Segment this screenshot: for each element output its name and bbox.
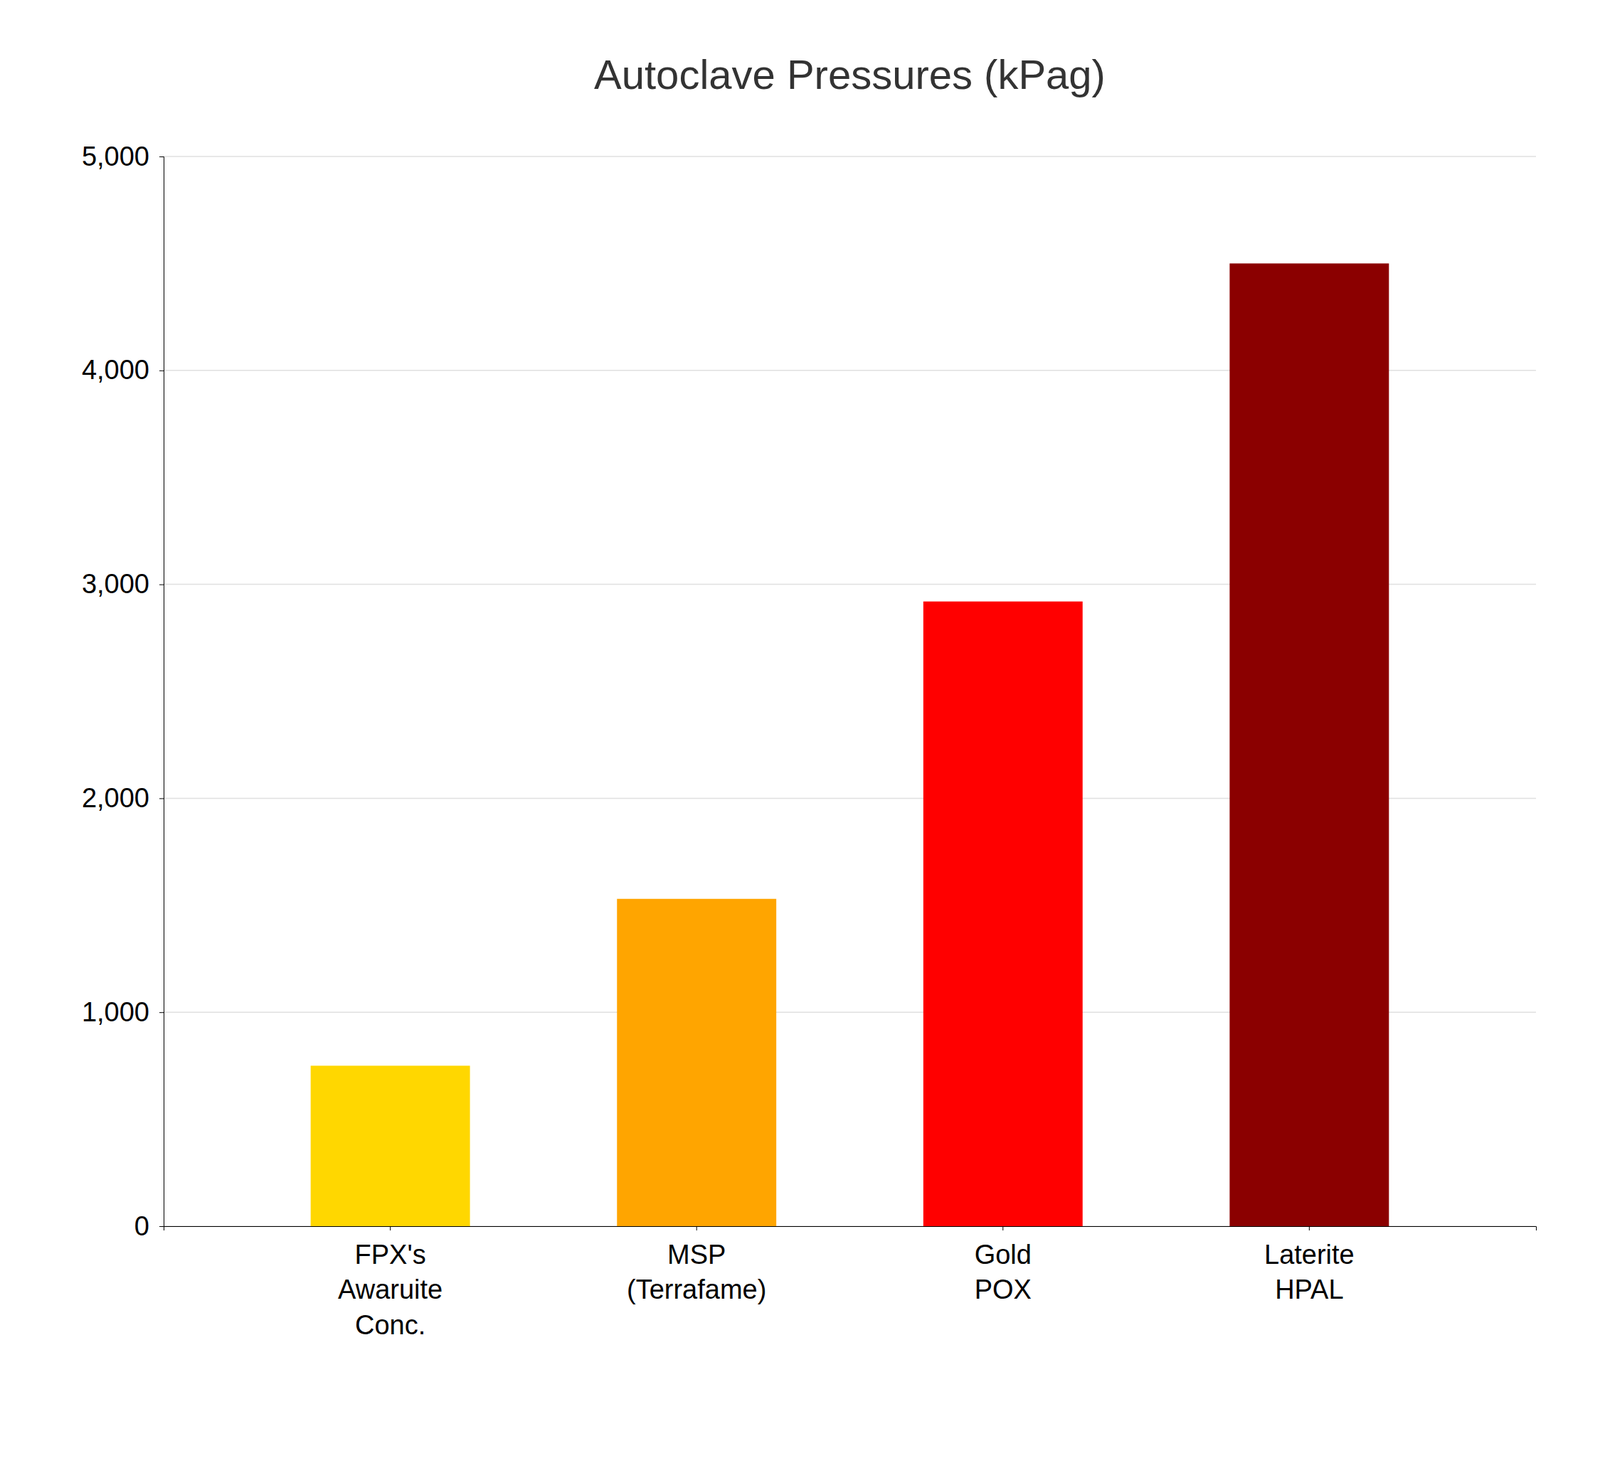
y-tick-label: 0	[134, 1211, 150, 1242]
y-tick-mark	[159, 584, 164, 586]
y-axis: 0 1,000 2,000 3,000 4,000 5,000	[81, 141, 165, 1242]
y-tick: 3,000	[81, 569, 164, 600]
x-tick-label-line: HPAL	[1274, 1274, 1344, 1305]
x-tick-label: MSP (Terrafame)	[626, 1240, 767, 1305]
y-tick: 4,000	[81, 355, 164, 385]
x-tick-label-line: Laterite	[1264, 1240, 1355, 1270]
x-tick-label: Gold POX	[974, 1240, 1032, 1305]
x-tick: MSP (Terrafame)	[626, 1226, 767, 1305]
x-tick-label-line: Conc.	[355, 1310, 426, 1341]
y-tick-mark	[159, 156, 164, 158]
plot-area: 0 1,000 2,000 3,000 4,000 5,000 FPX's Awaruite C…	[81, 141, 1537, 1341]
y-tick: 2,000	[81, 783, 164, 814]
y-tick-label: 3,000	[81, 569, 150, 600]
x-tick-label-line: MSP	[667, 1240, 726, 1270]
y-tick-mark	[159, 1012, 164, 1014]
y-tick-label: 2,000	[81, 783, 150, 814]
y-tick-mark	[159, 1226, 164, 1228]
bar	[310, 1065, 471, 1227]
y-tick: 5,000	[81, 141, 164, 172]
y-tick-label: 5,000	[81, 141, 150, 172]
x-tick: Gold POX	[974, 1226, 1032, 1305]
y-tick: 1,000	[81, 997, 164, 1028]
bar	[616, 899, 777, 1227]
x-tick-label: FPX's Awaruite Conc.	[337, 1240, 443, 1341]
bar	[1229, 263, 1389, 1227]
y-tick: 0	[134, 1211, 164, 1242]
y-tick-mark	[159, 370, 164, 372]
x-tick: Laterite HPAL	[1264, 1226, 1355, 1305]
y-tick-mark	[159, 798, 164, 799]
y-tick-label: 1,000	[81, 997, 150, 1028]
bar	[923, 601, 1083, 1227]
x-tick: FPX's Awaruite Conc.	[337, 1226, 443, 1341]
x-tick-label-line: Awaruite	[337, 1274, 443, 1305]
y-tick-label: 4,000	[81, 355, 150, 385]
grid	[163, 156, 1536, 1227]
chart-container: 0 1,000 2,000 3,000 4,000 5,000 FPX's Awaruite C…	[0, 0, 1600, 1468]
x-tick-label-line: POX	[974, 1274, 1032, 1305]
x-tick-label-line: Gold	[974, 1240, 1032, 1270]
chart-svg: 0 1,000 2,000 3,000 4,000 5,000 FPX's Awaruite C…	[0, 0, 1600, 1468]
bars	[310, 263, 1390, 1227]
x-tick-mark	[1309, 1226, 1310, 1231]
x-tick-label-line: FPX's	[355, 1240, 427, 1270]
x-tick-mark	[389, 1226, 391, 1231]
x-axis-line	[164, 1227, 1537, 1232]
grid-line	[163, 155, 1536, 158]
y-axis-line	[159, 157, 165, 1228]
title: Autoclave Pressures (kPag)	[594, 51, 1106, 98]
x-tick-mark	[696, 1226, 698, 1231]
x-tick-label-line: (Terrafame)	[626, 1274, 767, 1305]
x-axis: FPX's Awaruite Conc. MSP (Terrafame) Gold POX L…	[164, 1226, 1537, 1341]
x-tick-label: Laterite HPAL	[1264, 1240, 1355, 1305]
x-tick-mark	[1002, 1226, 1004, 1231]
